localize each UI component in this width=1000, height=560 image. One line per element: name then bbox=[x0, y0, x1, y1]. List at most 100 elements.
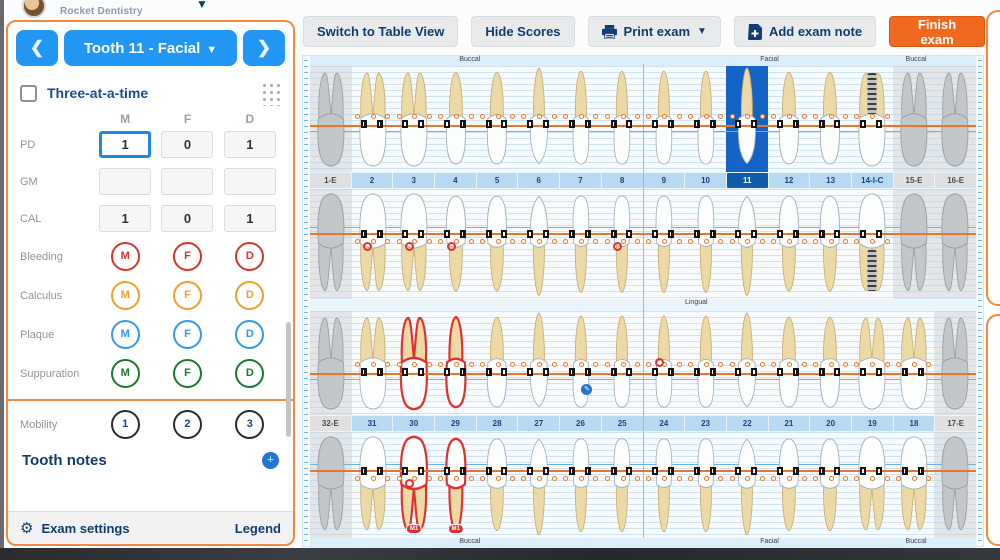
tooth-4-row1[interactable] bbox=[435, 66, 477, 172]
calculus-f-toggle[interactable]: F bbox=[172, 281, 202, 310]
tooth-10-row1[interactable] bbox=[685, 66, 727, 172]
tooth-16-E-row1[interactable] bbox=[934, 66, 976, 172]
mobility-3-toggle[interactable]: 3 bbox=[235, 410, 265, 439]
tooth-number-3[interactable]: 3 bbox=[393, 173, 435, 188]
tooth-10-row2[interactable] bbox=[685, 189, 727, 299]
print-exam-button[interactable]: Print exam ▼ bbox=[587, 16, 721, 47]
hide-scores-button[interactable]: Hide Scores bbox=[471, 16, 575, 47]
plaque-f-toggle[interactable]: F bbox=[172, 320, 202, 349]
tooth-31-row4[interactable] bbox=[352, 432, 394, 538]
suppuration-m-toggle[interactable]: M bbox=[110, 359, 140, 388]
tooth-number-24[interactable]: 24 bbox=[643, 416, 685, 431]
tooth-13-row2[interactable] bbox=[810, 189, 852, 299]
add-exam-note-button[interactable]: Add exam note bbox=[733, 16, 877, 47]
chevron-down-icon[interactable]: ▼ bbox=[196, 0, 208, 11]
tooth-5-row2[interactable] bbox=[477, 189, 519, 299]
plaque-d-toggle[interactable]: D bbox=[235, 320, 265, 349]
calculus-d-toggle[interactable]: D bbox=[235, 281, 265, 310]
tooth-3-row1[interactable] bbox=[393, 66, 435, 172]
tooth-24-row4[interactable] bbox=[643, 432, 685, 538]
tooth-32-E-row3[interactable] bbox=[310, 311, 352, 415]
switch-to-table-view-button[interactable]: Switch to Table View bbox=[303, 16, 459, 47]
gm-m-input[interactable] bbox=[99, 168, 152, 195]
tooth-notes-row[interactable]: Tooth notes + bbox=[8, 444, 293, 477]
tooth-number-7[interactable]: 7 bbox=[560, 173, 601, 188]
tooth-16-E-row2[interactable] bbox=[934, 189, 976, 299]
tooth-11-row1[interactable] bbox=[726, 66, 768, 172]
tooth-20-row3[interactable] bbox=[810, 311, 852, 415]
tooth-19-row4[interactable] bbox=[851, 432, 893, 538]
tooth-23-row3[interactable] bbox=[685, 311, 727, 415]
tooth-2-row2[interactable] bbox=[352, 189, 394, 299]
tooth-number-10[interactable]: 10 bbox=[685, 173, 726, 188]
tooth-21-row4[interactable] bbox=[768, 432, 810, 538]
tooth-9-row1[interactable] bbox=[643, 66, 685, 172]
tooth-31-row3[interactable] bbox=[352, 311, 394, 415]
tooth-8-row2[interactable] bbox=[601, 189, 643, 299]
tooth-22-row3[interactable] bbox=[726, 311, 768, 415]
gm-f-input[interactable] bbox=[161, 168, 214, 195]
tooth-1-E-row1[interactable] bbox=[310, 66, 352, 172]
tooth-2-row1[interactable] bbox=[352, 66, 394, 172]
tooth-number-28[interactable]: 28 bbox=[476, 416, 518, 431]
user-avatar[interactable] bbox=[22, 0, 46, 18]
tooth-30-row3[interactable] bbox=[393, 311, 435, 415]
tooth-notes-expand-icon[interactable]: + bbox=[262, 452, 279, 469]
tooth-29-row3[interactable] bbox=[435, 311, 477, 415]
tooth-4-row2[interactable] bbox=[435, 189, 477, 299]
tooth-24-row3[interactable] bbox=[643, 311, 685, 415]
tooth-selector-dropdown[interactable]: Tooth 11 - Facial ▼ bbox=[64, 30, 237, 66]
tooth-13-row1[interactable] bbox=[810, 66, 852, 172]
tooth-17-E-row3[interactable] bbox=[934, 311, 976, 415]
tooth-number-5[interactable]: 5 bbox=[476, 173, 518, 188]
gm-d-input[interactable] bbox=[223, 168, 276, 195]
pd-f-input[interactable]: 0 bbox=[161, 131, 214, 158]
suppuration-f-toggle[interactable]: F bbox=[172, 359, 202, 388]
cal-m-input[interactable]: 1 bbox=[99, 205, 152, 232]
tooth-6-row1[interactable] bbox=[518, 66, 560, 172]
tooth-number-11[interactable]: 11 bbox=[726, 173, 768, 188]
tooth-25-row3[interactable] bbox=[601, 311, 643, 415]
finish-exam-button[interactable]: Finish exam bbox=[889, 16, 985, 47]
exam-settings-button[interactable]: Exam settings bbox=[41, 520, 130, 536]
tooth-20-row4[interactable] bbox=[810, 432, 852, 538]
tooth-3-row2[interactable] bbox=[393, 189, 435, 299]
prev-tooth-button[interactable]: ❮ bbox=[16, 30, 58, 66]
tooth-number-1-E[interactable]: 1-E bbox=[310, 173, 351, 188]
legend-button[interactable]: Legend bbox=[234, 520, 281, 536]
mobility-2-toggle[interactable]: 2 bbox=[172, 410, 202, 439]
tooth-number-2[interactable]: 2 bbox=[351, 173, 393, 188]
tooth-14-I-C-row1[interactable] bbox=[851, 66, 893, 172]
tooth-number-18[interactable]: 18 bbox=[893, 416, 935, 431]
three-at-a-time-checkbox[interactable] bbox=[20, 84, 37, 102]
tooth-29-row4[interactable]: M1 bbox=[435, 432, 477, 538]
calculus-m-toggle[interactable]: M bbox=[110, 281, 140, 310]
tooth-number-9[interactable]: 9 bbox=[643, 173, 685, 188]
tooth-12-row2[interactable] bbox=[768, 189, 810, 299]
tooth-28-row3[interactable] bbox=[477, 311, 519, 415]
tooth-number-32-E[interactable]: 32-E bbox=[310, 416, 351, 431]
tooth-5-row1[interactable] bbox=[477, 66, 519, 172]
tooth-32-E-row4[interactable] bbox=[310, 432, 352, 538]
tooth-number-31[interactable]: 31 bbox=[351, 416, 393, 431]
tooth-number-25[interactable]: 25 bbox=[601, 416, 643, 431]
cal-d-input[interactable]: 1 bbox=[223, 205, 276, 232]
tooth-22-row4[interactable] bbox=[726, 432, 768, 538]
tooth-21-row3[interactable] bbox=[768, 311, 810, 415]
tooth-26-row3[interactable]: ✎ bbox=[560, 311, 602, 415]
tooth-15-E-row2[interactable] bbox=[892, 189, 935, 299]
tooth-8-row1[interactable] bbox=[601, 66, 643, 172]
tooth-23-row4[interactable] bbox=[685, 432, 727, 538]
tooth-17-E-row4[interactable] bbox=[934, 432, 976, 538]
tooth-number-12[interactable]: 12 bbox=[768, 173, 810, 188]
right-collapsed-panel-top[interactable] bbox=[986, 10, 1000, 306]
panel-scrollbar[interactable] bbox=[286, 322, 291, 437]
cal-f-input[interactable]: 0 bbox=[161, 205, 214, 232]
bleeding-f-toggle[interactable]: F bbox=[172, 242, 202, 271]
tooth-number-20[interactable]: 20 bbox=[810, 416, 851, 431]
tooth-19-row3[interactable] bbox=[851, 311, 893, 415]
tooth-number-21[interactable]: 21 bbox=[768, 416, 810, 431]
tooth-7-row1[interactable] bbox=[560, 66, 602, 172]
tooth-number-6[interactable]: 6 bbox=[518, 173, 560, 188]
tooth-1-E-row2[interactable] bbox=[310, 189, 352, 299]
